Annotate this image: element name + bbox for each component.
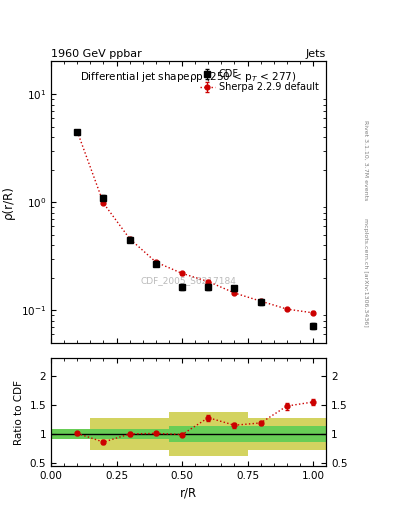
Text: Differential jet shapeρp (250 < p$_T$ < 277): Differential jet shapeρp (250 < p$_T$ < … — [81, 70, 297, 84]
Y-axis label: ρ(r/R): ρ(r/R) — [2, 185, 15, 219]
X-axis label: r/R: r/R — [180, 486, 197, 499]
Legend: CDF, Sherpa 2.2.9 default: CDF, Sherpa 2.2.9 default — [197, 66, 321, 95]
Text: 1960 GeV ppbar: 1960 GeV ppbar — [51, 49, 142, 59]
Text: mcplots.cern.ch [arXiv:1306.3436]: mcplots.cern.ch [arXiv:1306.3436] — [363, 218, 368, 327]
Y-axis label: Ratio to CDF: Ratio to CDF — [14, 380, 24, 444]
Text: Rivet 3.1.10, 3.7M events: Rivet 3.1.10, 3.7M events — [363, 120, 368, 200]
Text: Jets: Jets — [306, 49, 326, 59]
Text: CDF_2005_S6217184: CDF_2005_S6217184 — [141, 276, 237, 286]
